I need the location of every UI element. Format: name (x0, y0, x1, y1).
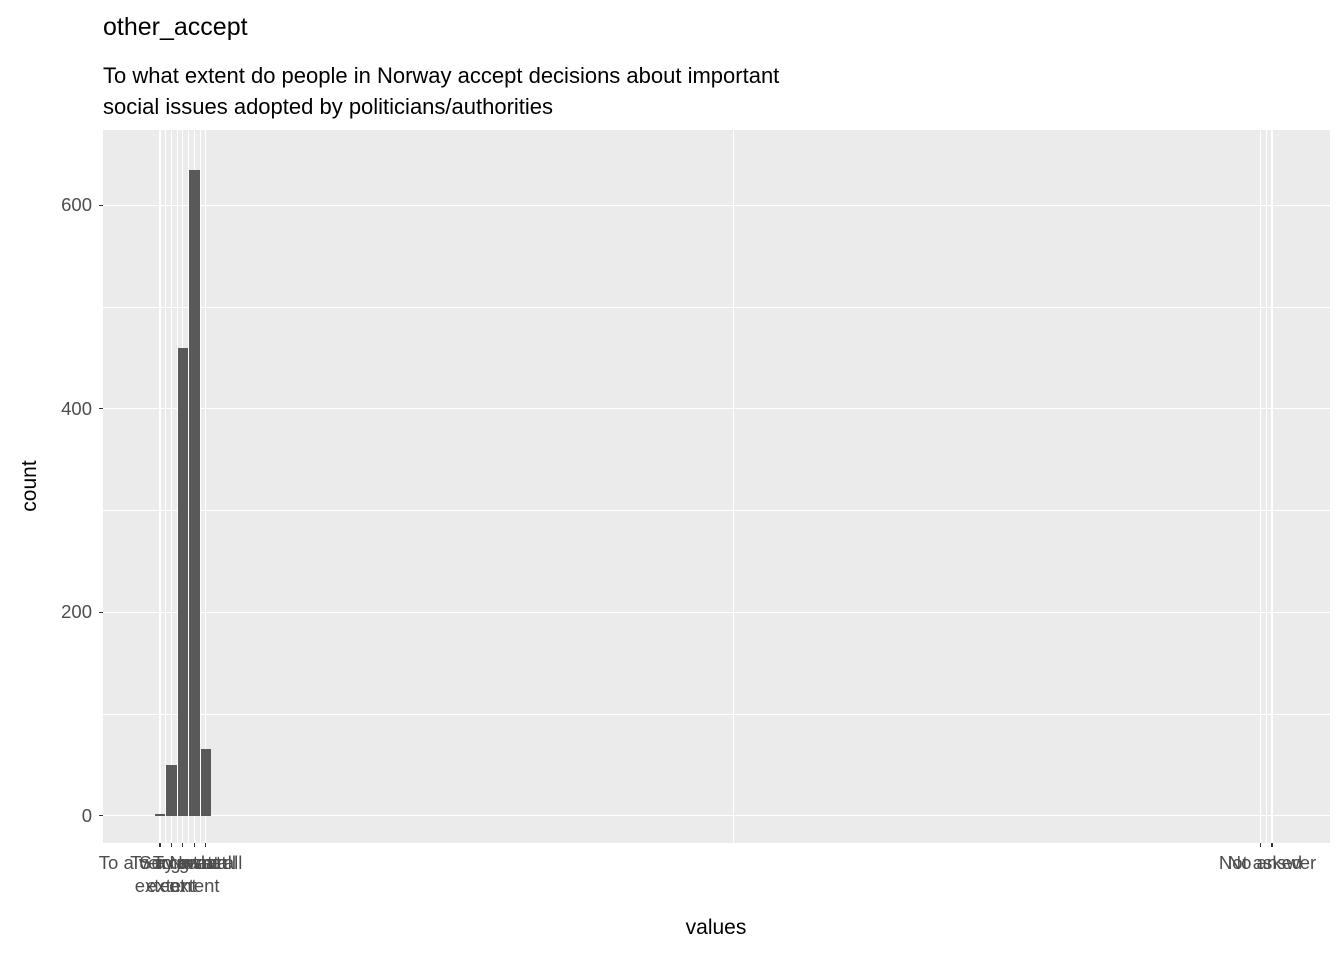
gridline-minor-y (103, 306, 1330, 308)
gridline-major-y (103, 814, 1330, 817)
gridline-major-y (103, 204, 1330, 206)
gridline-major-x (159, 130, 161, 843)
x-tick (205, 843, 207, 847)
x-tick (159, 843, 161, 847)
bar-1 (154, 813, 166, 816)
x-tick-label: Not at all (169, 852, 243, 873)
y-tick-label: 600 (61, 194, 92, 216)
bar-4 (189, 169, 200, 816)
gridline-major-y (103, 611, 1330, 613)
x-tick-label: Somewhat (139, 852, 227, 873)
x-tick (1271, 843, 1273, 847)
y-tick-label: 400 (61, 397, 92, 419)
y-tick (99, 408, 103, 410)
y-axis-title: count (18, 460, 41, 512)
gridline-major-x (1271, 130, 1273, 843)
gridline-minor-x (732, 130, 734, 843)
gridline-major-x (170, 130, 172, 843)
plot-subtitle: To what extent do people in Norway accep… (103, 60, 779, 122)
gridline-major-x (205, 130, 207, 843)
gridline-minor-x (1265, 130, 1267, 843)
x-tick (1260, 843, 1262, 847)
x-tick (182, 843, 184, 847)
gridline-minor-y (103, 510, 1330, 511)
bar-5 (200, 749, 211, 816)
x-tick-label: No answer (1227, 852, 1317, 873)
plot-title: other_accept (103, 13, 248, 41)
plot-panel (103, 130, 1330, 843)
y-tick-label: 200 (61, 601, 92, 623)
y-tick (99, 815, 103, 817)
plot-subtitle-line-2: social issues adopted by politicians/aut… (103, 94, 554, 119)
y-tick-label: 0 (81, 804, 92, 826)
gridline-minor-x (199, 130, 201, 843)
y-tick (99, 611, 103, 613)
plot-subtitle-line-1: To what extent do people in Norway accep… (103, 63, 780, 88)
x-tick (193, 843, 195, 847)
x-axis-title: values (685, 916, 747, 939)
x-tick-label: Not asked (1218, 852, 1303, 873)
gridline-major-x (1259, 130, 1262, 843)
gridline-minor-x (176, 130, 178, 843)
bar-2 (166, 764, 177, 816)
bar-3 (177, 347, 189, 816)
gridline-major-y (103, 408, 1330, 410)
x-tick-label: To a small extent (152, 852, 236, 896)
gridline-minor-x (188, 130, 189, 843)
x-tick-label: To a very great extent (98, 852, 222, 896)
x-tick (170, 843, 173, 847)
x-tick-label: To a great extent (130, 852, 213, 896)
gridline-minor-x (165, 130, 166, 843)
y-tick (99, 204, 103, 206)
gridline-minor-y (103, 713, 1330, 715)
